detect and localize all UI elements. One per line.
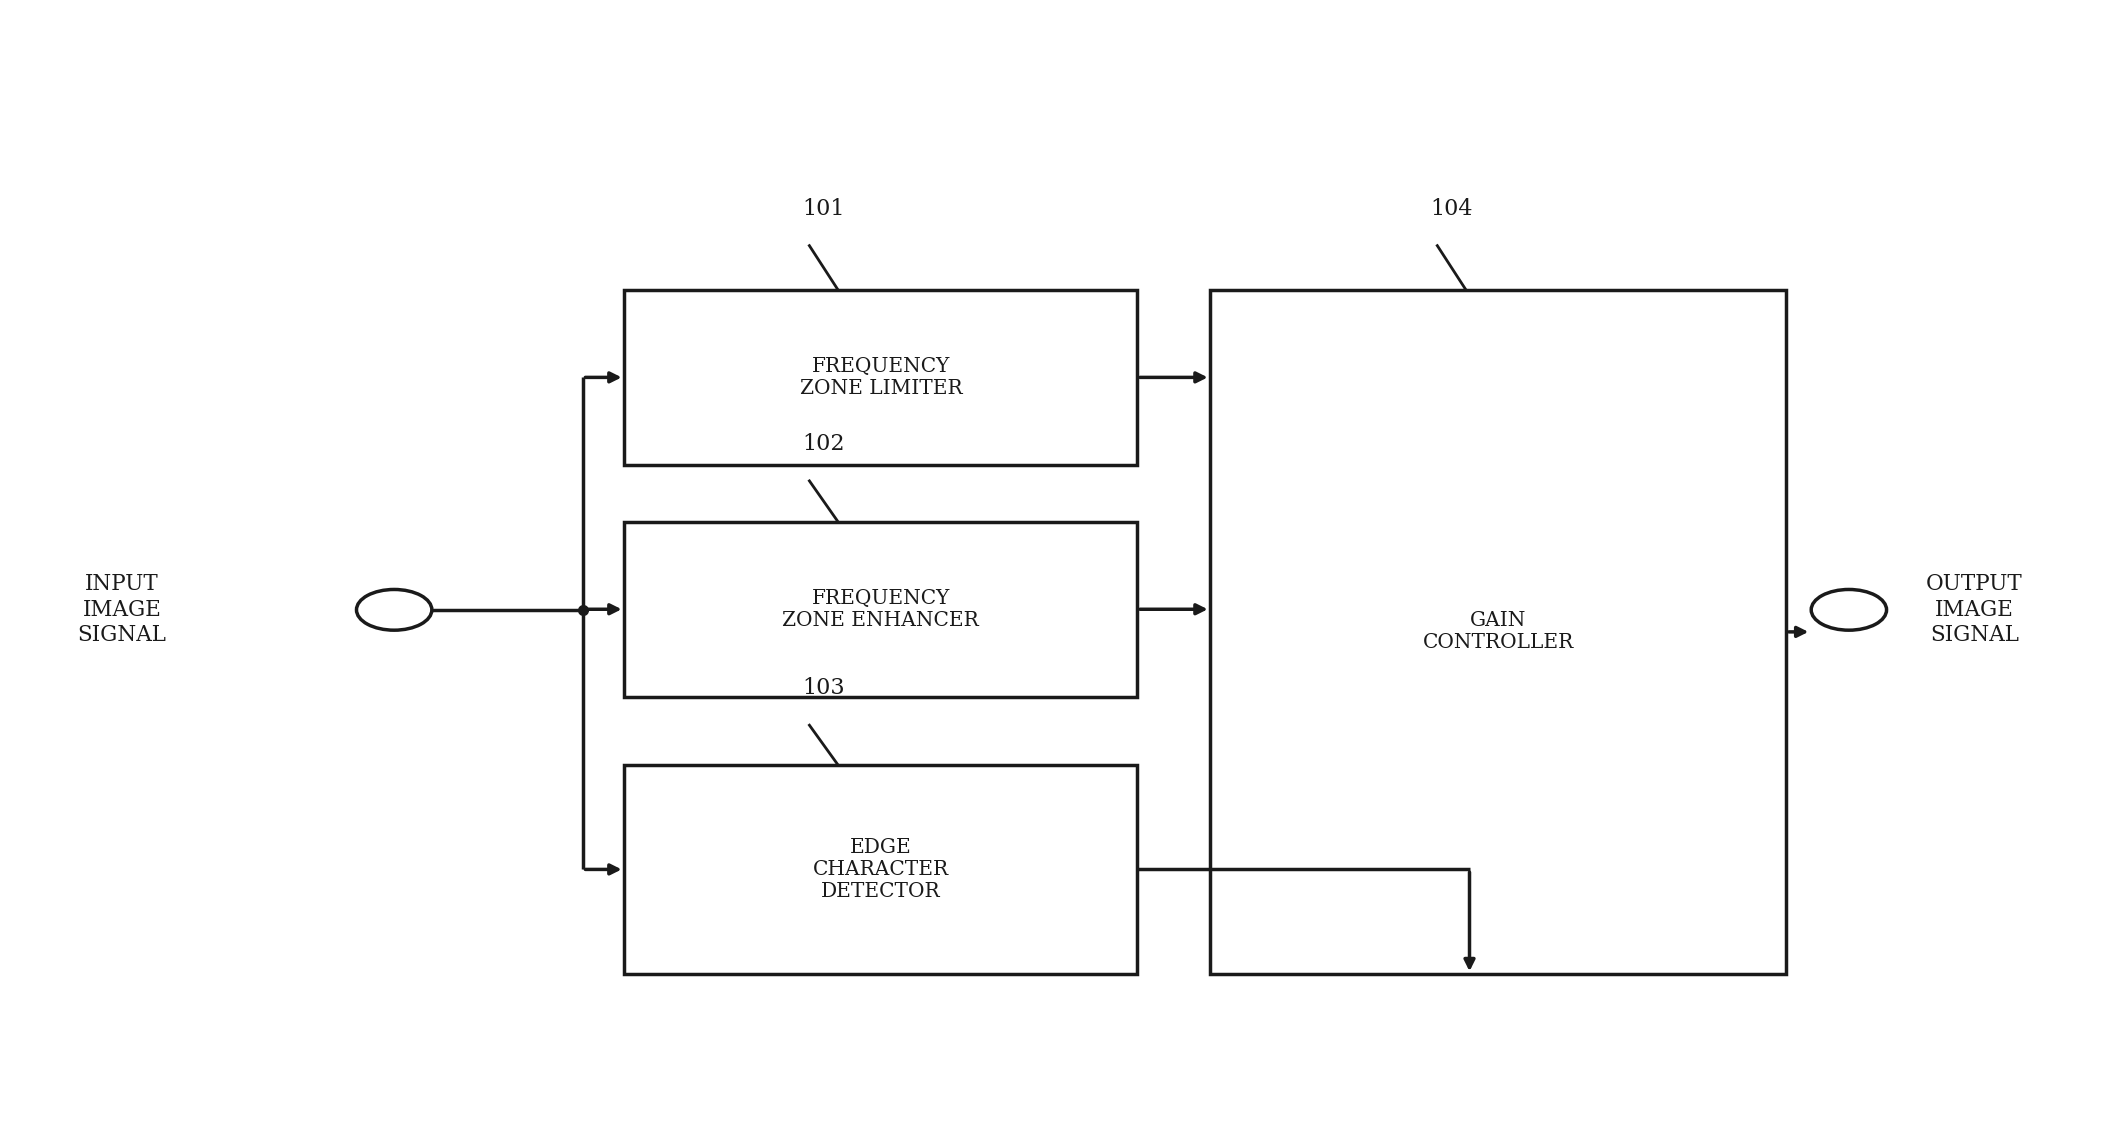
Text: INPUT
IMAGE
SIGNAL: INPUT IMAGE SIGNAL xyxy=(78,574,166,646)
Text: FREQUENCY
ZONE LIMITER: FREQUENCY ZONE LIMITER xyxy=(799,357,963,397)
Text: 104: 104 xyxy=(1431,198,1473,220)
Bar xyxy=(624,765,1138,974)
Text: 102: 102 xyxy=(803,433,845,455)
Text: OUTPUT
IMAGE
SIGNAL: OUTPUT IMAGE SIGNAL xyxy=(1926,574,2023,646)
Text: GAIN
CONTROLLER: GAIN CONTROLLER xyxy=(1422,611,1574,653)
Bar xyxy=(624,522,1138,697)
Text: 101: 101 xyxy=(803,198,845,220)
Bar xyxy=(1212,290,1787,974)
Text: 103: 103 xyxy=(803,677,845,700)
Text: EDGE
CHARACTER
DETECTOR: EDGE CHARACTER DETECTOR xyxy=(813,838,948,901)
Text: FREQUENCY
ZONE ENHANCER: FREQUENCY ZONE ENHANCER xyxy=(782,589,980,630)
Bar xyxy=(624,290,1138,465)
